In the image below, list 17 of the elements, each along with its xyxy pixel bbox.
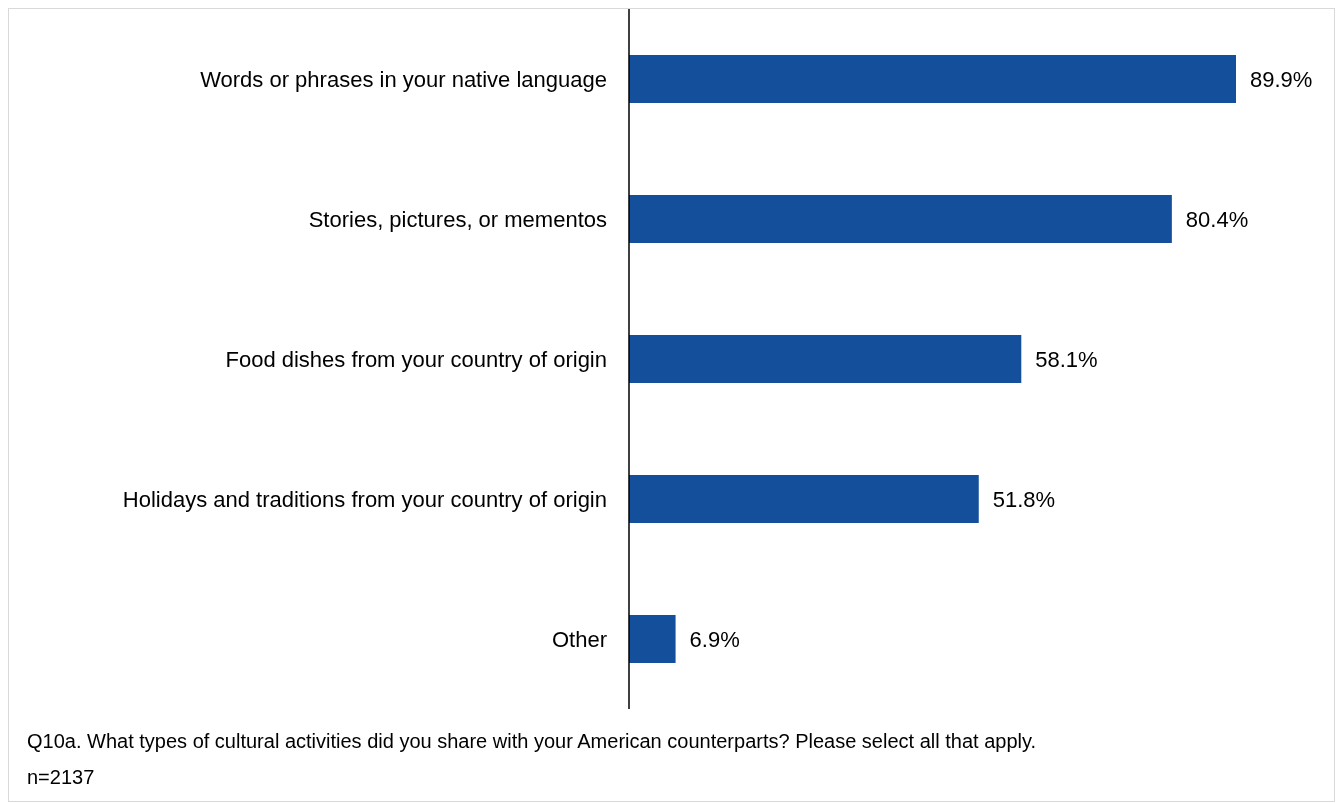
text: n=2137: [27, 765, 96, 790]
bar: [629, 615, 676, 663]
data-label: 51.8%: [992, 486, 1056, 512]
bar: [629, 55, 1236, 103]
bar: [629, 335, 1022, 383]
y-tick-label: Holidays and traditions from your country of origin: [122, 486, 607, 512]
data-label: 6.9%: [689, 626, 740, 652]
y-tick-label: Other: [551, 626, 607, 652]
data-label: 58.1%: [1035, 346, 1098, 372]
text: Q10a. What types of cultural activities did you share with your American counterparts? Please select all that apply.: [27, 729, 1038, 754]
y-tick-label: Words or phrases in your native language: [200, 66, 607, 92]
y-tick-label: Food dishes from your country of origin: [225, 346, 607, 372]
data-label: 80.4%: [1185, 206, 1249, 232]
data-label: 89.9%: [1250, 66, 1313, 92]
bar: [629, 475, 979, 523]
bar: [629, 195, 1172, 243]
y-tick-label: Stories, pictures, or mementos: [308, 206, 607, 232]
